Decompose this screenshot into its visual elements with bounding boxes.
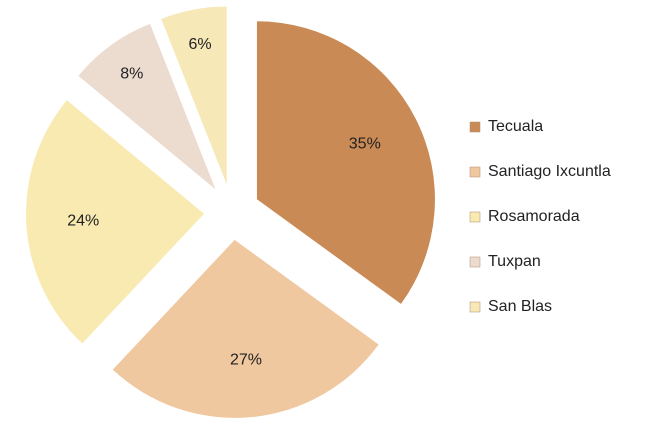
legend-label: Tecuala — [488, 118, 543, 135]
pie-slice — [78, 23, 216, 190]
data-label: 35% — [349, 136, 381, 153]
data-label: 24% — [67, 213, 99, 230]
legend-label: Santiago Ixcuntla — [488, 163, 611, 180]
legend-label: San Blas — [488, 298, 552, 315]
pie-slice — [26, 100, 205, 344]
data-label: 27% — [230, 352, 262, 369]
legend-swatch — [469, 166, 481, 178]
legend-swatch — [469, 301, 481, 313]
legend-label: Tuxpan — [488, 253, 541, 270]
legend-label: Rosamorada — [488, 208, 580, 225]
legend-swatch — [469, 211, 481, 223]
legend-swatch — [469, 121, 481, 133]
legend-swatch — [469, 256, 481, 268]
pie-slice — [112, 239, 379, 418]
data-label: 8% — [120, 65, 143, 82]
pie-slice — [256, 21, 435, 304]
data-label: 6% — [189, 36, 212, 53]
pie-slice — [161, 6, 227, 185]
